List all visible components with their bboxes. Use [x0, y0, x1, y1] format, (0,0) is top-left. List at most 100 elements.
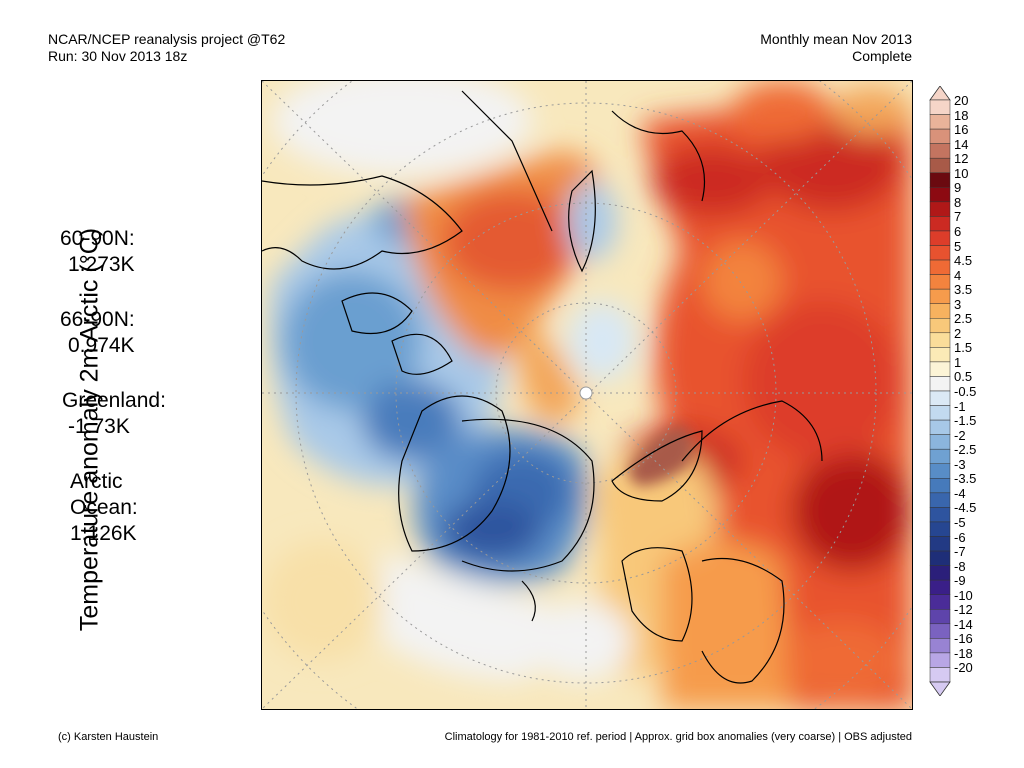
colorbar-swatch	[929, 478, 951, 494]
colorbar-label: 16	[954, 122, 969, 138]
colorbar-swatch	[929, 288, 951, 304]
colorbar-label: -1	[954, 398, 966, 414]
colorbar-label: 14	[954, 136, 969, 152]
colorbar-swatch	[929, 521, 951, 537]
colorbar-swatch	[929, 536, 951, 552]
colorbar-swatch	[929, 303, 951, 319]
colorbar	[929, 85, 951, 701]
colorbar-swatch	[929, 638, 951, 654]
colorbar-label: 5	[954, 238, 962, 254]
colorbar-swatch	[929, 230, 951, 246]
colorbar-label: -0.5	[954, 384, 977, 399]
colorbar-swatch	[929, 579, 951, 595]
colorbar-swatch	[929, 405, 951, 421]
colorbar-label: -3.5	[954, 471, 977, 487]
colorbar-label: 7	[954, 209, 962, 225]
header-right: Monthly mean Nov 2013 Complete	[760, 31, 912, 65]
stat-value: -1.73K	[68, 415, 130, 438]
colorbar-swatch	[929, 157, 951, 173]
colorbar-label: -16	[954, 631, 973, 647]
colorbar-swatch	[929, 274, 951, 290]
colorbar-swatch	[929, 245, 951, 261]
colorbar-swatch	[929, 376, 951, 392]
colorbar-swatch	[929, 609, 951, 625]
colorbar-label: 2.5	[954, 311, 973, 327]
colorbar-label: 6	[954, 223, 962, 239]
footer-note: Climatology for 1981-2010 ref. period | …	[444, 731, 912, 743]
colorbar-label: -3	[954, 456, 966, 472]
colorbar-label: -18	[954, 645, 973, 661]
stat-label: Arctic	[70, 470, 123, 493]
colorbar-label: -6	[954, 529, 966, 545]
colorbar-label: 3.5	[954, 282, 973, 298]
colorbar-label: -7	[954, 544, 966, 560]
colorbar-label: -4	[954, 485, 966, 501]
colorbar-swatch	[929, 347, 951, 363]
source-text: NCAR/NCEP reanalysis project @T62	[48, 31, 286, 47]
colorbar-label: 18	[954, 107, 969, 123]
colorbar-label: -9	[954, 573, 966, 589]
colorbar-swatch	[929, 419, 951, 435]
stat-label: 66-90N:	[60, 308, 135, 331]
stat-value: 1.273K	[68, 253, 135, 276]
stat-60-90n: 60-90N: 1.273K	[60, 226, 135, 278]
status-text: Complete	[852, 48, 912, 64]
header-left: NCAR/NCEP reanalysis project @T62 Run: 3…	[48, 31, 285, 65]
colorbar-swatch	[929, 390, 951, 406]
period-text: Monthly mean Nov 2013	[760, 31, 912, 47]
colorbar-top-arrow	[929, 85, 951, 101]
anomaly-map	[261, 80, 913, 710]
taymyr-hotspot	[627, 426, 694, 486]
stat-66-90n: 66-90N: 0.974K	[60, 307, 135, 359]
colorbar-swatch	[929, 318, 951, 334]
colorbar-label: -8	[954, 558, 966, 574]
colorbar-swatch	[929, 623, 951, 639]
colorbar-label: -10	[954, 587, 973, 603]
colorbar-label: 10	[954, 165, 969, 181]
colorbar-svg	[929, 85, 951, 697]
colorbar-label: 4.5	[954, 253, 973, 269]
colorbar-label: 9	[954, 180, 962, 196]
colorbar-label: 1	[954, 354, 962, 370]
stat-greenland: Greenland: -1.73K	[62, 388, 166, 440]
colorbar-swatch	[929, 507, 951, 523]
stat-arctic-ocean: Arctic Ocean: 1.126K	[70, 469, 138, 547]
colorbar-label: 12	[954, 151, 969, 167]
colorbar-swatch	[929, 99, 951, 115]
colorbar-label: -2.5	[954, 442, 977, 458]
colorbar-swatch	[929, 463, 951, 479]
north-pole-marker	[579, 386, 593, 400]
colorbar-label: -14	[954, 616, 973, 632]
colorbar-swatch	[929, 114, 951, 130]
colorbar-swatch	[929, 667, 951, 683]
colorbar-label: 20	[954, 93, 969, 108]
colorbar-label: -1.5	[954, 413, 977, 429]
colorbar-swatch	[929, 652, 951, 668]
colorbar-swatch	[929, 172, 951, 188]
colorbar-label: -2	[954, 427, 966, 443]
anomaly-field	[262, 81, 912, 709]
colorbar-swatch	[929, 448, 951, 465]
coastlines	[262, 90, 823, 684]
colorbar-label: -12	[954, 602, 973, 618]
colorbar-label: 0.5	[954, 369, 973, 385]
colorbar-swatch	[929, 187, 951, 203]
colorbar-swatch	[929, 201, 951, 217]
stat-label: Greenland:	[62, 389, 166, 412]
colorbar-swatch	[929, 143, 951, 159]
colorbar-swatch	[929, 492, 951, 508]
colorbar-swatch	[929, 550, 951, 566]
colorbar-label: 4	[954, 267, 962, 283]
colorbar-swatch	[929, 434, 951, 450]
map-title: Temperature anomaly 2m Arctic (°C)	[75, 227, 104, 632]
colorbar-swatch	[929, 361, 951, 377]
stat-label: 60-90N:	[60, 227, 135, 250]
colorbar-swatch	[929, 565, 951, 581]
colorbar-bottom-arrow	[929, 681, 951, 697]
stat-value: 1.126K	[70, 522, 137, 545]
stat-label: Ocean:	[70, 496, 138, 519]
footer-credit: (c) Karsten Haustein	[58, 731, 159, 743]
run-text: Run: 30 Nov 2013 18z	[48, 48, 188, 64]
colorbar-label: -5	[954, 514, 966, 530]
colorbar-swatch	[929, 332, 951, 348]
